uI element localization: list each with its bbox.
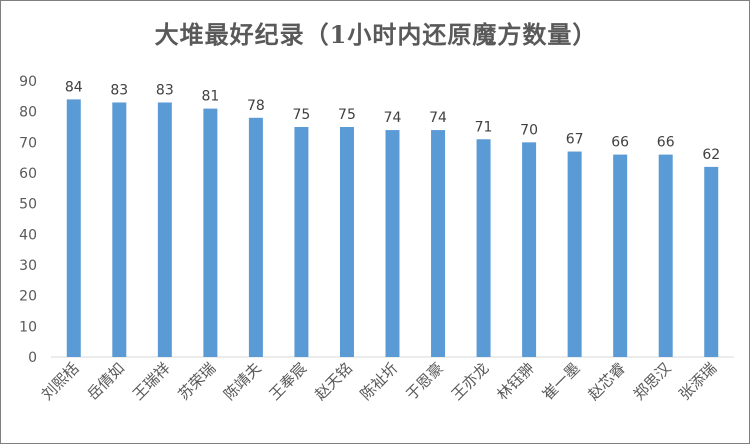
bar bbox=[66, 99, 81, 358]
bar bbox=[613, 154, 628, 357]
x-tick-label: 张添瑞 bbox=[676, 359, 721, 404]
bar bbox=[704, 166, 719, 357]
y-tick-label: 60 bbox=[19, 166, 37, 182]
data-label: 67 bbox=[566, 132, 584, 148]
data-label: 66 bbox=[611, 135, 629, 151]
y-tick-label: 90 bbox=[19, 74, 37, 90]
data-label: 83 bbox=[110, 82, 128, 98]
data-label: 74 bbox=[384, 110, 402, 126]
data-label: 75 bbox=[293, 107, 311, 123]
chart-title: 大堆最好纪录（1小时内还原魔方数量） bbox=[154, 20, 598, 49]
bar bbox=[339, 127, 354, 357]
x-tick-label: 林钰翀 bbox=[493, 359, 538, 404]
bar bbox=[157, 102, 172, 357]
x-tick-label: 郑思汉 bbox=[630, 359, 675, 404]
data-label: 81 bbox=[201, 89, 219, 105]
y-tick-label: 80 bbox=[19, 105, 37, 121]
x-tick-label: 王奉宸 bbox=[266, 359, 311, 404]
data-label: 78 bbox=[247, 98, 265, 114]
x-tick-label: 刘熙栝 bbox=[38, 359, 83, 404]
x-tick-label: 岳倩如 bbox=[84, 359, 129, 404]
bar bbox=[567, 151, 582, 357]
data-label: 66 bbox=[657, 135, 675, 151]
y-tick-label: 40 bbox=[19, 227, 37, 243]
bar bbox=[431, 130, 446, 357]
x-tick-label: 陈祉圻 bbox=[357, 359, 402, 404]
y-tick-label: 10 bbox=[19, 319, 37, 335]
bar bbox=[476, 139, 491, 357]
bar bbox=[248, 117, 263, 357]
bar bbox=[203, 108, 218, 357]
x-tick-label: 苏荣瑞 bbox=[175, 359, 220, 404]
x-tick-label: 赵芯睿 bbox=[584, 359, 629, 404]
data-label: 71 bbox=[475, 119, 493, 135]
y-tick-label: 0 bbox=[28, 350, 37, 366]
bar bbox=[658, 154, 673, 357]
x-tick-label: 崔一墨 bbox=[539, 359, 584, 404]
data-label: 75 bbox=[338, 107, 356, 123]
y-tick-label: 50 bbox=[19, 197, 37, 213]
y-tick-label: 20 bbox=[19, 289, 37, 305]
x-tick-label: 赵天铭 bbox=[311, 359, 356, 404]
x-tick-label: 陈靖夫 bbox=[220, 359, 265, 404]
bar bbox=[385, 130, 400, 357]
data-label: 74 bbox=[429, 110, 447, 126]
data-label: 83 bbox=[156, 82, 174, 98]
bar bbox=[112, 102, 127, 357]
data-label: 70 bbox=[520, 122, 538, 138]
y-tick-label: 30 bbox=[19, 258, 37, 274]
bar bbox=[294, 127, 309, 357]
data-label: 62 bbox=[702, 147, 720, 163]
bar bbox=[522, 142, 537, 357]
x-tick-label: 王亦龙 bbox=[448, 359, 493, 404]
data-label: 84 bbox=[65, 79, 83, 95]
x-tick-label: 于恩豪 bbox=[402, 359, 447, 404]
x-tick-label: 王瑞祥 bbox=[129, 359, 174, 404]
y-tick-label: 70 bbox=[19, 135, 37, 151]
